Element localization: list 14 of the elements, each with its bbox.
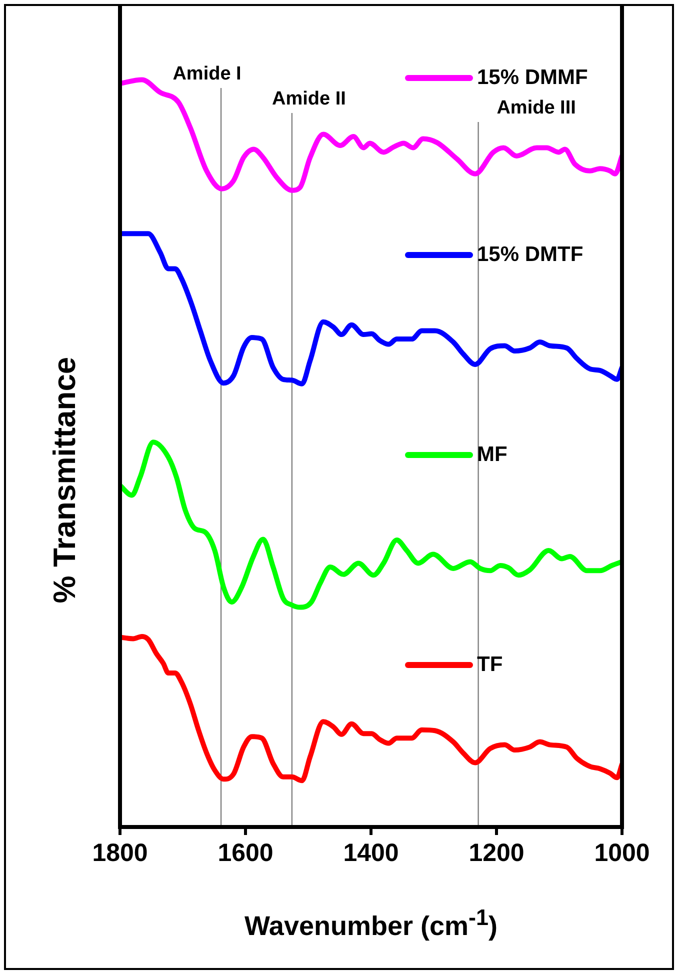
x-tick-label: 1600 [218,838,274,867]
legend-label: 15% DMMF [477,66,588,89]
ref-line-label: Amide III [496,98,576,119]
y-axis-title: % Transmittance [47,356,83,604]
x-axis-title: Wavenumber (cm$^{-1}$) [243,905,499,942]
legend-label: MF [477,442,508,466]
ref-line-label: Amide II [272,88,346,110]
x-tick-label: 1800 [92,838,148,867]
x-tick-label: 1200 [468,838,524,867]
x-tick-label: 1400 [343,838,399,867]
x-tick-label: 1000 [594,838,650,867]
legend-label: 15% DMTF [477,242,584,266]
ref-line-label: Amide I [172,64,242,85]
legend-label: TF [477,652,503,676]
